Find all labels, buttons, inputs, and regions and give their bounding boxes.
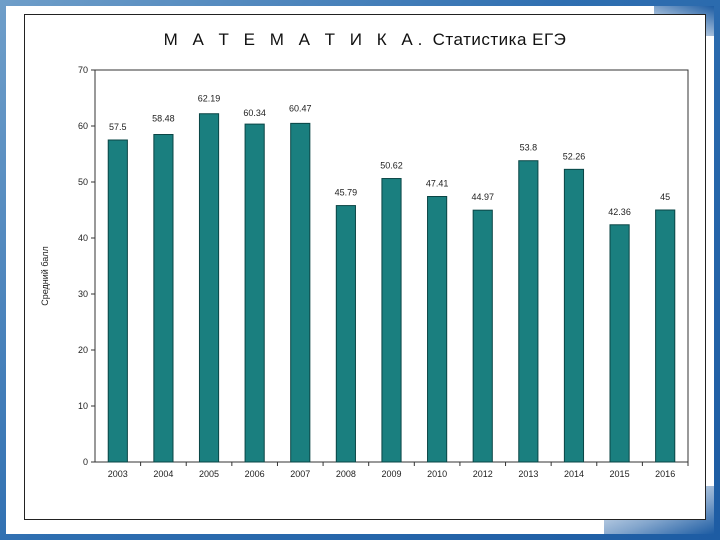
x-tick-label: 2016: [655, 469, 675, 479]
bar: [244, 123, 265, 463]
bar: [198, 113, 220, 463]
x-tick-label: 2005: [199, 469, 219, 479]
chart-bars: [107, 113, 676, 463]
data-label: 60.34: [243, 108, 266, 118]
data-label: 45: [660, 192, 670, 202]
y-tick-label: 50: [78, 177, 88, 187]
bar: [472, 209, 493, 463]
y-tick-label: 10: [78, 401, 88, 411]
bar: [427, 196, 448, 463]
data-label: 44.97: [471, 192, 494, 202]
data-label: 52.26: [563, 151, 586, 161]
data-label: 62.19: [198, 94, 221, 104]
x-tick-label: 2004: [153, 469, 173, 479]
y-tick-label: 30: [78, 289, 88, 299]
x-tick-label: 2009: [381, 469, 401, 479]
bar: [563, 168, 585, 463]
chart-title-subtitle: Статистика ЕГЭ: [432, 30, 567, 49]
bar: [381, 178, 402, 463]
bar: [609, 224, 630, 463]
y-axis-label: Средний балл: [40, 246, 50, 306]
data-label: 60.47: [289, 103, 312, 113]
x-tick-label: 2015: [610, 469, 630, 479]
x-tick-label: 2013: [518, 469, 538, 479]
bar: [335, 205, 356, 463]
x-tick-label: 2008: [336, 469, 356, 479]
y-tick-label: 70: [78, 65, 88, 75]
x-tick-label: 2010: [427, 469, 447, 479]
y-tick-label: 60: [78, 121, 88, 131]
chart-title-subject: М А Т Е М А Т И К А.: [163, 30, 428, 49]
x-tick-label: 2012: [473, 469, 493, 479]
x-tick-label: 2007: [290, 469, 310, 479]
bar: [290, 122, 311, 463]
data-label: 45.79: [335, 188, 358, 198]
bar: [518, 160, 539, 463]
bar: [107, 139, 128, 463]
chart-title: М А Т Е М А Т И К А. Статистика ЕГЭ: [24, 30, 706, 50]
data-label: 47.41: [426, 179, 449, 189]
x-tick-label: 2014: [564, 469, 584, 479]
data-label: 53.8: [520, 143, 538, 153]
y-tick-label: 20: [78, 345, 88, 355]
data-label: 42.36: [608, 207, 631, 217]
data-label: 50.62: [380, 161, 403, 171]
bar: [153, 134, 174, 463]
x-tick-label: 2006: [245, 469, 265, 479]
x-tick-label: 2003: [108, 469, 128, 479]
y-tick-label: 0: [83, 457, 88, 467]
bar: [655, 209, 676, 463]
data-label: 58.48: [152, 114, 175, 124]
y-tick-label: 40: [78, 233, 88, 243]
chart-labels: 2003 2004 2005 2006 2007 2008 2009 2010 2012 2013…: [108, 94, 675, 479]
chart-frame: [24, 14, 706, 520]
data-label: 57.5: [109, 122, 127, 132]
